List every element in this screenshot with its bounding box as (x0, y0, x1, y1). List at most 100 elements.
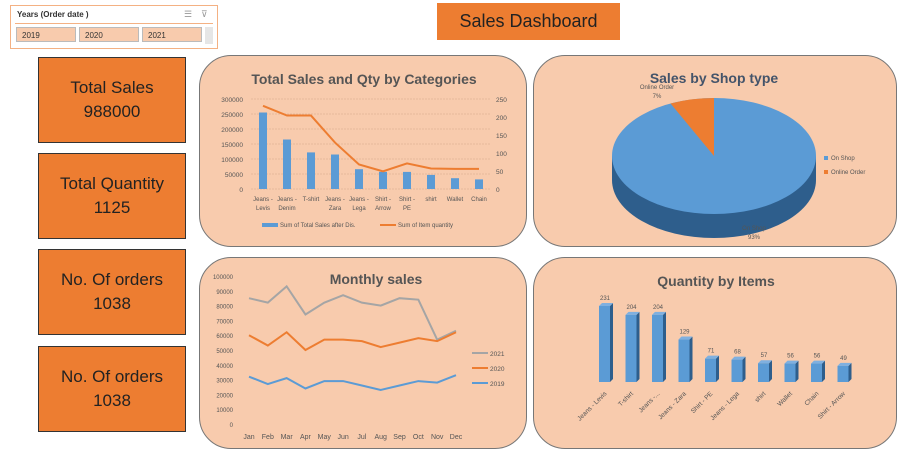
y-tick-label: 300000 (221, 97, 243, 104)
sales-qty-chart: Total Sales and Qty by Categories 300000 2… (221, 71, 507, 229)
slicer-scrollbar[interactable] (205, 27, 213, 44)
slicer-option-2019[interactable]: 2019 (16, 27, 76, 42)
legend-label: 2021 (490, 351, 505, 358)
bar-top (731, 356, 746, 360)
y-tick-label: 100000 (221, 157, 243, 164)
pie-slice-online-order (670, 98, 714, 156)
bar-side (822, 360, 825, 382)
y-tick-label: 60000 (216, 334, 233, 340)
bar (427, 174, 435, 189)
data-label: 231 (600, 296, 611, 302)
kpi-value: 1038 (93, 391, 131, 410)
clear-filter-icon[interactable]: ⊽ (201, 9, 208, 19)
bar-top (784, 360, 799, 364)
x-tick-label: Apr (300, 434, 312, 441)
x-tick-label: Jeans - Levis (576, 390, 609, 423)
kpi-total-quantity: Total Quantity 1125 (38, 153, 186, 239)
kpi-orders-2: No. Of orders 1038 (38, 346, 186, 432)
bar-top (678, 336, 693, 340)
bar-side (689, 336, 693, 382)
bar-side (848, 362, 852, 382)
x-tick-label: Lega (352, 206, 366, 212)
x-tick-label: Dec (450, 434, 463, 441)
x-tick-label: Jeans - Lega (709, 390, 741, 422)
y-tick-label: 20000 (216, 393, 233, 399)
x-tick-label: Denim (278, 206, 295, 212)
y-tick-label: 80000 (216, 305, 233, 311)
slice-label: On Shop (742, 226, 766, 232)
x-tick-label: Mar (281, 434, 294, 441)
bar (758, 363, 769, 382)
x-tick-label: Feb (262, 434, 274, 441)
bar-side (663, 311, 666, 382)
bar (678, 339, 690, 382)
bar (599, 306, 610, 382)
kpi-label: Total Quantity (60, 174, 164, 193)
x-tick-label: Jul (357, 434, 366, 441)
bar (259, 112, 267, 189)
data-label: 71 (708, 349, 715, 355)
kpi-value: 1125 (93, 198, 131, 217)
data-label: 49 (840, 356, 847, 362)
bar (283, 139, 291, 189)
x-tick-label: Shirt - (375, 197, 391, 203)
x-tick-label: Jan (243, 434, 254, 441)
chart-title: Quantity by Items (657, 273, 775, 289)
x-tick-label: Chain (471, 197, 487, 203)
series-line-2019 (248, 374, 457, 391)
x-tick-label: Jeans - (253, 197, 273, 203)
data-label: 57 (761, 353, 768, 359)
kpi-label: Total Sales (70, 78, 154, 97)
data-label: 68 (734, 350, 741, 356)
slice-label: Online Order (640, 85, 674, 91)
x-tick-label: Shirt - (399, 197, 415, 203)
y-tick-label: 100000 (213, 275, 234, 281)
bar (731, 359, 743, 382)
y-tick-label: 90000 (216, 290, 233, 296)
kpi-label: No. Of orders (60, 367, 164, 386)
kpi-value: 1038 (93, 294, 131, 313)
bar-top (837, 362, 852, 366)
x-tick-label: Jeans -... (638, 390, 662, 414)
y-tick-label: 70000 (216, 319, 233, 325)
multi-select-icon[interactable]: ☰ (184, 9, 193, 19)
y-tick-label: 250000 (221, 112, 243, 119)
bar-top (599, 303, 613, 306)
qty-line (262, 104, 479, 173)
bar (403, 171, 411, 189)
monthly-sales-chart: Monthly sales100000900008000070000600005… (213, 271, 505, 441)
x-tick-label: Nov (431, 434, 444, 441)
y2-tick-label: 50 (496, 169, 504, 176)
kpi-label: No. Of orders (60, 270, 164, 289)
y-tick-label: 30000 (216, 379, 233, 385)
dashboard-title: Sales Dashboard (437, 3, 620, 40)
slice-percent: 93% (748, 235, 761, 241)
x-tick-label: PE (403, 206, 411, 212)
bar-top (625, 311, 640, 315)
legend-label: 2020 (490, 366, 505, 373)
y-tick-label: 50000 (216, 349, 233, 355)
data-label: 204 (653, 305, 664, 311)
bar-side (769, 360, 772, 382)
x-tick-label: Zara (329, 206, 342, 212)
monthly-sales-chart-panel: Monthly sales 100000 90000 80000 70000 60000 5… (199, 257, 527, 449)
legend-label: Online Order (831, 170, 865, 176)
kpi-total-sales: Total Sales 988000 (38, 57, 186, 143)
y2-tick-label: 250 (496, 97, 507, 104)
legend-swatch (824, 170, 828, 174)
legend-swatch (262, 223, 278, 227)
x-tick-label: Wallet (776, 390, 794, 408)
y2-tick-label: 200 (496, 115, 507, 122)
x-tick-label: T-shirt (303, 197, 320, 203)
kpi-value: 988000 (83, 102, 141, 121)
y-tick-label: 10000 (216, 408, 233, 414)
slicer-option-2020[interactable]: 2020 (79, 27, 139, 42)
sales-qty-chart-panel: Total Sales and Qty by Categories 300000 2… (199, 55, 527, 247)
bar (379, 171, 387, 189)
data-label: 129 (679, 330, 690, 336)
slicer-option-2021[interactable]: 2021 (142, 27, 202, 42)
quantity-items-chart-panel: Quantity by Items 231 Jeans - Levis 204 T-sh… (533, 257, 897, 449)
bar-side (795, 360, 799, 382)
bar (705, 358, 716, 382)
